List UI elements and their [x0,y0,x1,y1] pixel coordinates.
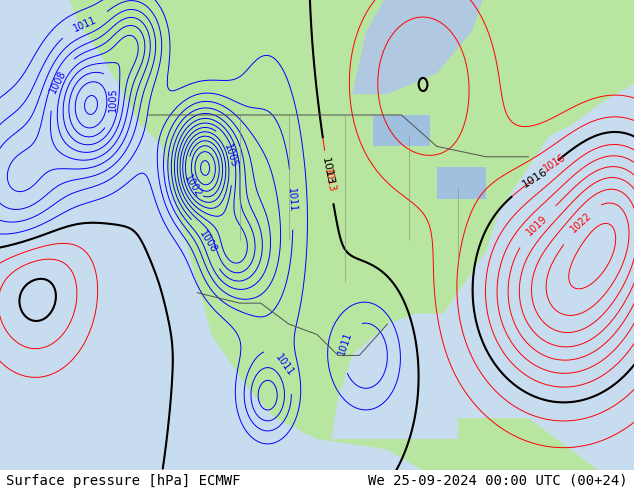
Text: 1011: 1011 [287,187,298,212]
Text: 1011: 1011 [72,15,98,34]
Text: 1011: 1011 [337,331,354,357]
Text: 1008: 1008 [197,229,219,255]
Polygon shape [423,0,634,490]
Text: 1013: 1013 [150,487,165,490]
Text: We 25-09-2024 00:00 UTC (00+24): We 25-09-2024 00:00 UTC (00+24) [368,473,628,488]
Text: 1016: 1016 [541,152,567,174]
Text: 1011: 1011 [273,353,295,379]
Text: 1013: 1013 [322,168,337,194]
Text: 1005: 1005 [222,142,239,169]
Polygon shape [373,115,430,147]
Polygon shape [331,314,458,439]
Polygon shape [353,0,493,94]
Text: Surface pressure [hPa] ECMWF: Surface pressure [hPa] ECMWF [6,473,241,488]
Text: 1008: 1008 [48,69,68,95]
Text: 1016: 1016 [521,167,550,190]
Text: 1022: 1022 [569,210,593,234]
Text: 1002: 1002 [182,172,203,199]
Polygon shape [437,167,486,198]
Text: 1019: 1019 [524,213,549,237]
Text: 1013: 1013 [320,156,335,186]
Text: 1005: 1005 [108,87,119,112]
